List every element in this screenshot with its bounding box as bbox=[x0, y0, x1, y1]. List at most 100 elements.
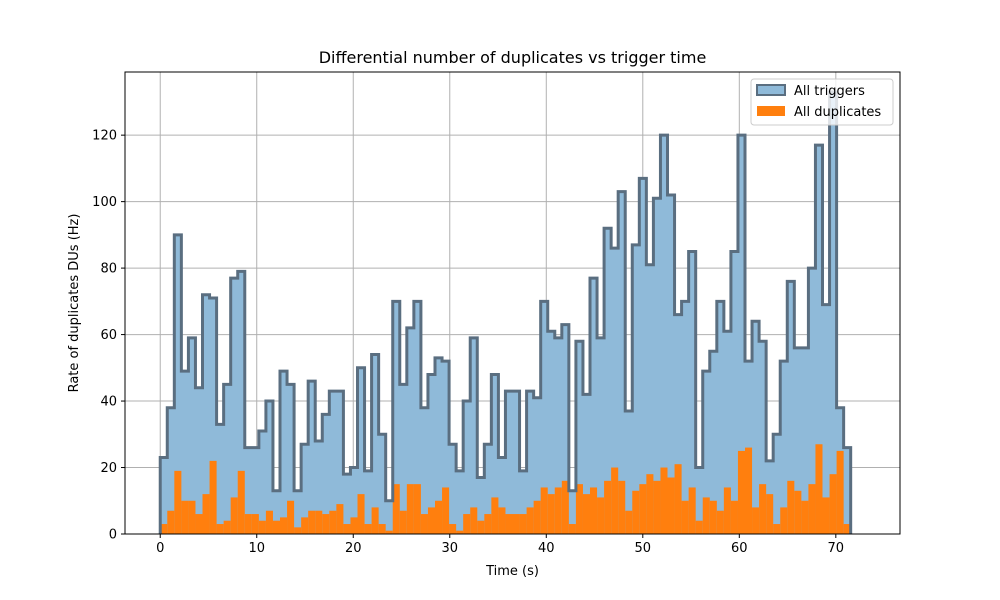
axes: 0 10 20 30 40 50 60 70 0 20 40 60 80 100 120 bbox=[92, 129, 844, 556]
x-tick-label: 40 bbox=[538, 541, 555, 556]
bar-all-duplicates bbox=[385, 530, 393, 534]
chart-title: Differential number of duplicates vs tri… bbox=[319, 48, 707, 67]
bar-all-duplicates bbox=[681, 500, 689, 534]
bar-all-duplicates bbox=[561, 480, 569, 534]
bar-all-duplicates bbox=[688, 487, 696, 534]
bar-all-duplicates bbox=[167, 510, 175, 534]
bar-all-duplicates bbox=[371, 507, 379, 534]
bar-all-duplicates bbox=[456, 530, 464, 534]
bar-all-duplicates bbox=[463, 514, 471, 534]
bar-all-duplicates bbox=[413, 484, 421, 534]
plot-frame bbox=[124, 71, 901, 535]
bar-all-duplicates bbox=[505, 514, 513, 534]
x-tick-label: 30 bbox=[441, 541, 458, 556]
bar-all-duplicates bbox=[822, 497, 830, 534]
bar-all-duplicates bbox=[526, 507, 534, 534]
bar-all-duplicates bbox=[815, 444, 823, 534]
bar-all-duplicates bbox=[308, 510, 316, 534]
legend-swatch-all-triggers bbox=[756, 84, 786, 96]
bar-all-duplicates bbox=[491, 497, 499, 534]
x-tick-label: 60 bbox=[731, 541, 748, 556]
bar-all-duplicates bbox=[477, 520, 485, 534]
bar-all-duplicates bbox=[498, 507, 506, 534]
bar-all-duplicates bbox=[639, 484, 647, 534]
bar-all-duplicates bbox=[294, 527, 302, 534]
bar-all-duplicates bbox=[272, 520, 280, 534]
bar-all-duplicates bbox=[202, 494, 210, 534]
bar-all-duplicates bbox=[660, 467, 668, 534]
bar-all-duplicates bbox=[745, 447, 753, 534]
bar-all-duplicates bbox=[350, 517, 358, 534]
bar-all-duplicates bbox=[427, 507, 435, 534]
x-tick-label: 0 bbox=[156, 541, 164, 556]
bar-all-duplicates bbox=[244, 514, 252, 534]
bar-all-duplicates bbox=[702, 497, 710, 534]
bar-all-duplicates bbox=[547, 494, 555, 534]
bar-all-duplicates bbox=[773, 524, 781, 534]
bar-all-duplicates bbox=[808, 484, 816, 534]
legend-label-all-duplicates: All duplicates bbox=[794, 105, 881, 120]
bar-all-duplicates bbox=[540, 487, 548, 534]
bar-all-duplicates bbox=[568, 524, 576, 534]
legend-swatch-all-duplicates bbox=[757, 106, 785, 116]
bar-all-duplicates bbox=[801, 500, 809, 534]
legend: All triggers All duplicates bbox=[750, 78, 894, 126]
y-tick-label: 120 bbox=[92, 129, 117, 144]
bar-all-duplicates bbox=[604, 480, 612, 534]
bar-all-duplicates bbox=[794, 490, 802, 534]
bar-all-duplicates bbox=[709, 500, 717, 534]
bar-all-duplicates bbox=[181, 500, 189, 534]
bar-all-duplicates bbox=[301, 517, 309, 534]
bar-all-duplicates bbox=[280, 517, 288, 534]
bar-all-duplicates bbox=[646, 474, 654, 534]
series-layer bbox=[158, 90, 853, 534]
bar-all-duplicates bbox=[364, 524, 372, 534]
bar-all-duplicates bbox=[780, 507, 788, 534]
y-tick-label: 40 bbox=[100, 395, 117, 410]
bar-all-duplicates bbox=[533, 500, 541, 534]
x-tick-label: 10 bbox=[248, 541, 265, 556]
bar-all-duplicates bbox=[766, 494, 774, 534]
bar-all-duplicates bbox=[730, 500, 738, 534]
bar-all-duplicates bbox=[575, 484, 583, 534]
bar-all-duplicates bbox=[843, 524, 851, 534]
x-tick-label: 20 bbox=[345, 541, 362, 556]
bar-all-duplicates bbox=[174, 470, 182, 534]
bar-all-duplicates bbox=[209, 460, 217, 534]
bar-all-duplicates bbox=[653, 480, 661, 534]
y-axis-label: Rate of duplicates DUs (Hz) bbox=[67, 214, 82, 393]
bar-all-duplicates bbox=[378, 524, 386, 534]
bar-all-duplicates bbox=[160, 524, 168, 534]
bar-all-duplicates bbox=[519, 514, 527, 534]
bar-all-duplicates bbox=[590, 487, 598, 534]
bar-all-duplicates bbox=[237, 470, 245, 534]
bar-all-duplicates bbox=[611, 467, 619, 534]
bar-all-duplicates bbox=[597, 497, 605, 534]
bar-all-duplicates bbox=[625, 510, 633, 534]
bar-all-duplicates bbox=[329, 510, 337, 534]
bar-all-duplicates bbox=[223, 520, 231, 534]
bar-all-duplicates bbox=[752, 507, 760, 534]
bar-all-duplicates bbox=[695, 520, 703, 534]
bar-all-duplicates bbox=[829, 474, 837, 534]
bar-all-duplicates bbox=[343, 524, 351, 534]
bar-all-duplicates bbox=[512, 514, 520, 534]
legend-box bbox=[750, 78, 894, 126]
bar-all-duplicates bbox=[357, 494, 365, 534]
bar-all-duplicates bbox=[618, 480, 626, 534]
bar-all-duplicates bbox=[336, 504, 344, 534]
bar-all-duplicates bbox=[554, 487, 562, 534]
bar-all-duplicates bbox=[442, 487, 450, 534]
series-all-triggers-fill bbox=[160, 91, 851, 534]
bar-all-duplicates bbox=[251, 514, 259, 534]
bar-all-duplicates bbox=[392, 484, 400, 534]
bar-all-duplicates bbox=[406, 484, 414, 534]
bar-all-duplicates bbox=[287, 500, 295, 534]
bar-all-duplicates bbox=[216, 524, 224, 534]
x-tick-label: 70 bbox=[828, 541, 845, 556]
bar-all-duplicates bbox=[399, 510, 407, 534]
bar-all-duplicates bbox=[195, 514, 203, 534]
bar-all-duplicates bbox=[582, 494, 590, 534]
y-tick-label: 80 bbox=[100, 262, 117, 277]
